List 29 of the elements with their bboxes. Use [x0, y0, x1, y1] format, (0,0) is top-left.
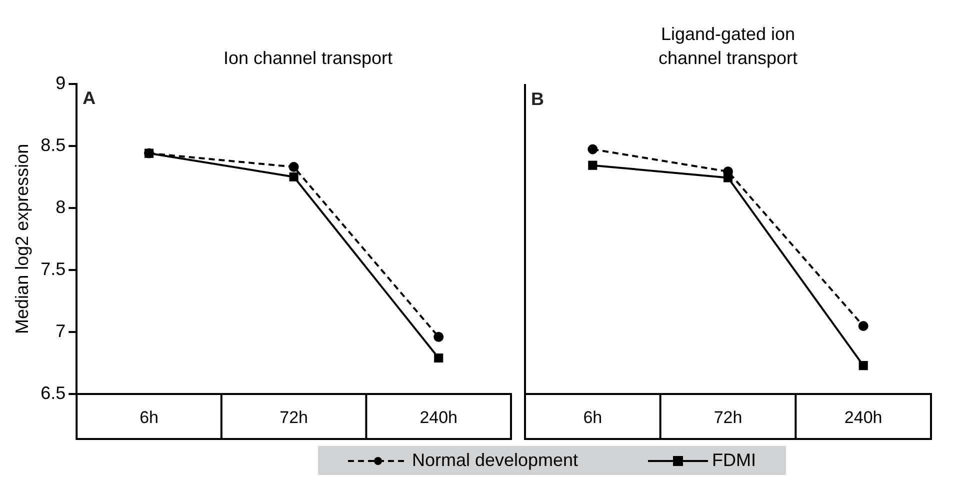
y-tick-label: 6.5 — [40, 382, 66, 403]
point — [588, 144, 598, 154]
point — [144, 148, 154, 158]
point — [858, 361, 868, 370]
y-tick-label: 9 — [56, 72, 66, 93]
x-tick-label: 72h — [714, 408, 742, 427]
y-tick-label: 7 — [56, 320, 66, 341]
chart-title: Ion channel transport — [223, 47, 393, 70]
y-tick-label: 8 — [56, 196, 66, 217]
point — [723, 173, 733, 182]
point — [858, 321, 868, 332]
point — [288, 162, 299, 172]
legend-label: FDMI — [712, 450, 756, 471]
point — [434, 353, 444, 363]
x-tick-label: 72h — [280, 408, 308, 427]
point — [434, 332, 444, 342]
x-tick-label: 240h — [844, 408, 882, 427]
point — [289, 172, 298, 182]
annotation: B — [531, 88, 544, 109]
legend-label: Normal development — [412, 450, 578, 471]
y-tick-label: 8.5 — [40, 134, 66, 155]
x-tick-label: 6h — [583, 408, 602, 427]
x-tick-label: 240h — [420, 408, 458, 427]
annotation: A — [82, 88, 96, 108]
point — [588, 160, 598, 170]
y-axis-title: Median log2 expression — [12, 144, 32, 334]
chart-title: Ligand-gated ion channel transport — [657, 23, 799, 70]
y-tick-label: 7.5 — [40, 258, 66, 279]
x-tick-label: 6h — [140, 408, 158, 427]
